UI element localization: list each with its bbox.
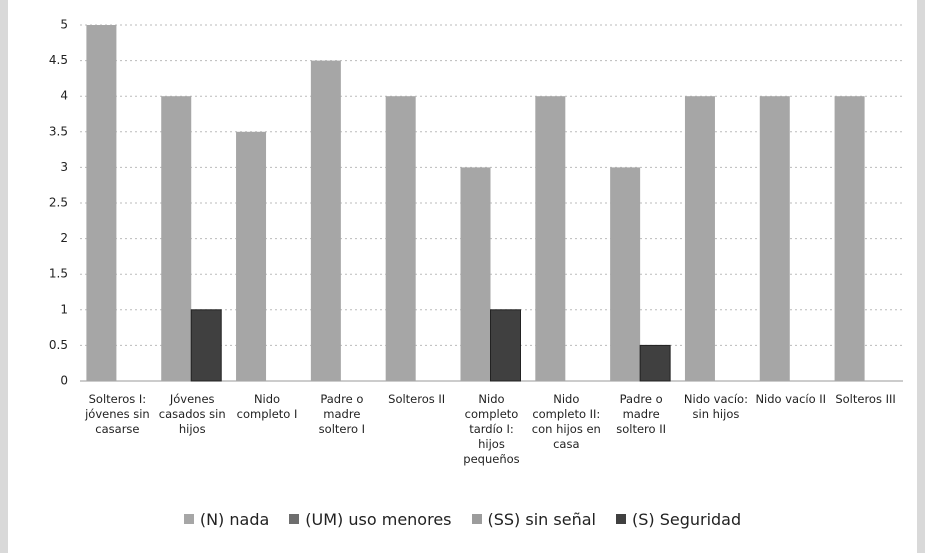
- x-tick-label: Nido vacío: sin hijos: [683, 392, 748, 421]
- bar: [490, 309, 521, 382]
- x-tick-label: Nido completo tardío I: hijos pequeños: [463, 392, 520, 466]
- y-tick-label: 2.5: [49, 196, 68, 210]
- bar: [610, 167, 641, 381]
- bar: [161, 96, 192, 381]
- y-tick-label: 0: [60, 374, 68, 388]
- y-tick-label: 3.5: [49, 124, 68, 138]
- legend-item: (UM) uso menores: [289, 510, 452, 529]
- legend-item: (S) Seguridad: [615, 510, 742, 529]
- legend: (N) nada (UM) uso menores (SS) sin señal (S…: [8, 510, 917, 529]
- x-tick-label: Solteros III: [835, 392, 896, 406]
- x-tick-label: Padre o madre soltero I: [318, 392, 366, 436]
- legend-item: (N) nada: [183, 510, 270, 529]
- x-tick-label: Nido vacío II: [755, 392, 827, 406]
- plot: 0 0.5 1 1.5 2 2.5 3 3.5 4 4.5 5: [49, 18, 903, 388]
- y-tick-label: 4.5: [49, 53, 68, 67]
- legend-label: (N) nada: [199, 510, 270, 529]
- bar: [535, 96, 566, 381]
- x-tick-label: Solteros II: [388, 392, 446, 406]
- bar: [834, 96, 865, 381]
- x-tick-label: Padre o madre soltero II: [616, 392, 666, 436]
- legend-label: (UM) uso menores: [305, 510, 452, 529]
- chart: 0 0.5 1 1.5 2 2.5 3 3.5 4 4.5 5 (N) nada (UM) uso m…: [8, 0, 917, 553]
- y-tick-label: 1: [60, 302, 68, 316]
- legend-label: (SS) sin señal: [487, 510, 596, 529]
- y-tick-label: 2: [60, 231, 68, 245]
- y-tick-label: 4: [60, 89, 68, 103]
- bar: [236, 131, 267, 381]
- legend-swatch: [183, 514, 194, 524]
- x-tick-label: Nido completo I: [236, 392, 298, 421]
- bar: [759, 96, 790, 381]
- x-tick-label: Solteros I: jóvenes sin casarse: [85, 392, 150, 436]
- bar: [86, 25, 117, 381]
- bar: [190, 309, 222, 382]
- x-tick-label: Nido completo II: con hijos en casa: [531, 392, 601, 451]
- bar: [310, 60, 341, 381]
- bar: [684, 96, 715, 381]
- x-tick-label: Jóvenes casados sin hijos: [158, 392, 226, 436]
- y-tick-label: 3: [60, 160, 68, 174]
- legend-swatch: [471, 514, 482, 524]
- legend-label: (S) Seguridad: [631, 510, 742, 529]
- legend-swatch: [289, 514, 300, 524]
- y-tick-label: 5: [60, 18, 68, 32]
- legend-swatch: [615, 514, 626, 524]
- y-tick-label: 0.5: [49, 338, 68, 352]
- bar: [460, 167, 491, 381]
- legend-item: (SS) sin señal: [471, 510, 596, 529]
- bar: [639, 344, 671, 382]
- y-tick-label: 1.5: [49, 267, 68, 281]
- bar: [385, 96, 416, 381]
